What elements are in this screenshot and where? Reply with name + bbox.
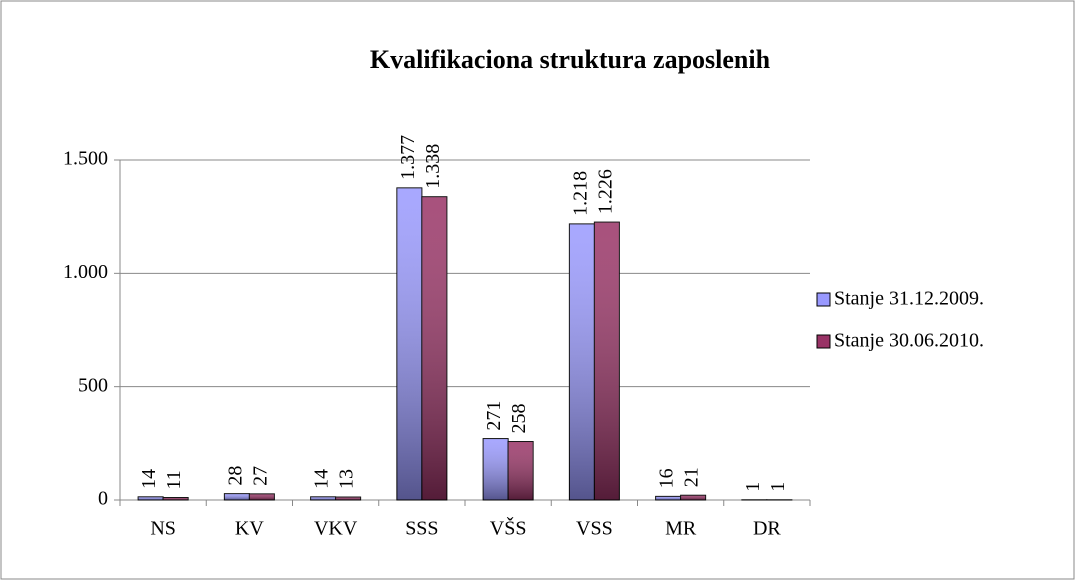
bar-group xyxy=(569,224,594,500)
bar-group xyxy=(483,439,508,500)
bar xyxy=(681,495,706,500)
value-label: 16 xyxy=(656,468,678,488)
value-label: 21 xyxy=(681,467,703,487)
y-tick-label: 0 xyxy=(98,488,108,510)
chart-title: Kvalifikaciona struktura zaposlenih xyxy=(370,45,771,74)
value-label: 271 xyxy=(483,401,505,431)
value-label: 1.218 xyxy=(569,171,591,216)
value-label: 13 xyxy=(336,469,358,489)
x-tick-label: NS xyxy=(150,518,176,540)
x-tick-label: DR xyxy=(753,518,781,540)
bar xyxy=(422,197,447,500)
bar xyxy=(483,439,508,500)
x-tick-label: VKV xyxy=(314,518,358,540)
value-label: 28 xyxy=(224,466,246,486)
bar-group xyxy=(224,494,249,500)
bar-group xyxy=(681,495,706,500)
value-label: 1 xyxy=(767,482,789,492)
y-tick-label: 1.000 xyxy=(63,261,108,283)
legend-swatch xyxy=(817,293,830,306)
legend-label: Stanje 31.12.2009. xyxy=(834,288,984,310)
bar-group xyxy=(138,497,163,500)
x-tick-label: SSS xyxy=(405,518,438,540)
bar xyxy=(594,222,619,500)
value-label: 1 xyxy=(742,482,764,492)
value-label: 1.226 xyxy=(594,169,616,214)
bar-group xyxy=(422,197,447,500)
y-tick-label: 1.500 xyxy=(63,148,108,170)
value-label: 258 xyxy=(508,404,530,434)
bar xyxy=(656,496,681,500)
bar xyxy=(311,497,336,500)
bar xyxy=(249,494,274,500)
value-label: 11 xyxy=(163,470,185,489)
value-label: 14 xyxy=(138,469,160,489)
value-label: 1.338 xyxy=(422,144,444,189)
y-tick-label: 500 xyxy=(78,374,108,396)
bar-group xyxy=(163,498,188,500)
bar xyxy=(163,498,188,500)
value-label: 1.377 xyxy=(397,135,419,180)
x-tick-label: KV xyxy=(235,518,264,540)
bar-group xyxy=(249,494,274,500)
x-tick-label: MR xyxy=(665,518,697,540)
bar xyxy=(508,442,533,500)
x-tick-label: VŠS xyxy=(490,516,527,540)
bar-group xyxy=(397,188,422,500)
bar-group xyxy=(594,222,619,500)
bar-group xyxy=(311,497,336,500)
bar-group xyxy=(656,496,681,500)
value-label: 27 xyxy=(249,466,271,486)
bar-group xyxy=(336,497,361,500)
value-label: 14 xyxy=(311,469,333,489)
bar xyxy=(138,497,163,500)
bar xyxy=(224,494,249,500)
bar xyxy=(336,497,361,500)
legend-swatch xyxy=(817,335,830,348)
bar xyxy=(569,224,594,500)
x-tick-label: VSS xyxy=(576,518,613,540)
bar-group xyxy=(508,442,533,500)
legend-label: Stanje 30.06.2010. xyxy=(834,330,984,352)
bar xyxy=(397,188,422,500)
